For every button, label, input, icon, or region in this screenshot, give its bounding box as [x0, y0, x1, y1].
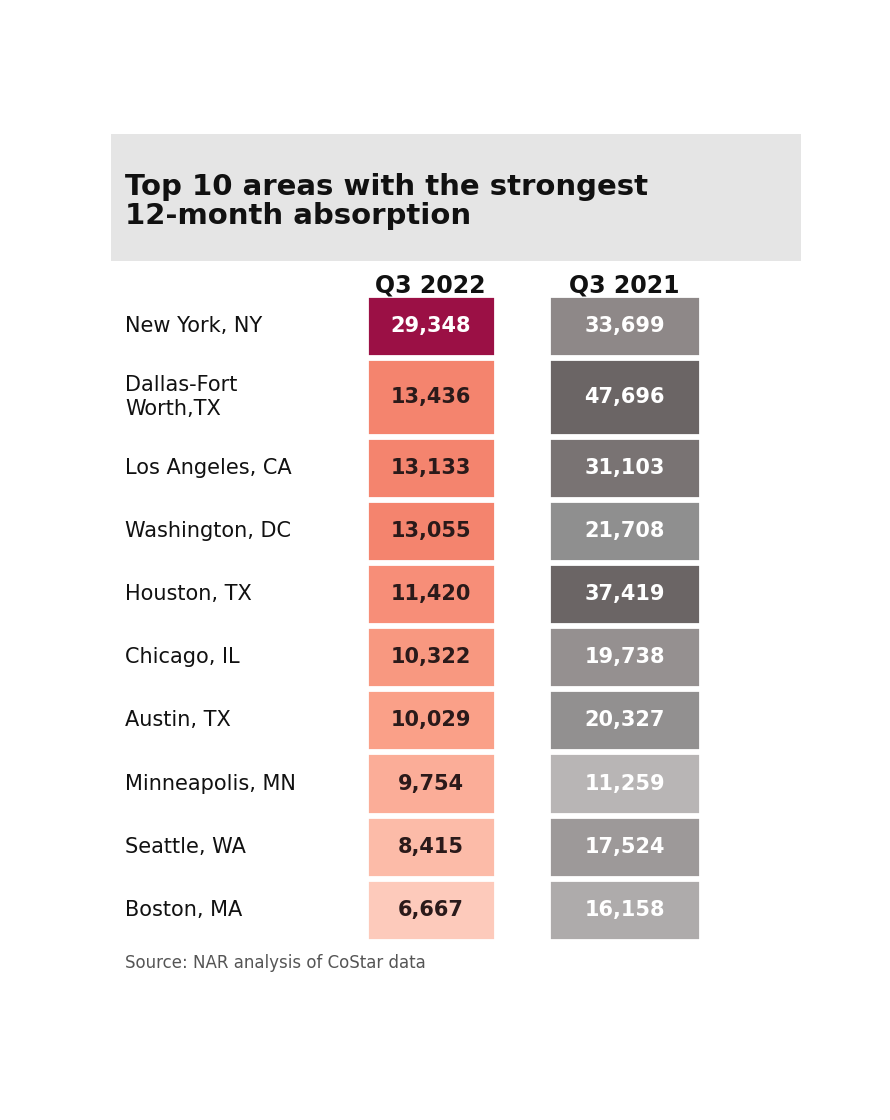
Text: 13,436: 13,436: [391, 388, 471, 407]
Text: 10,322: 10,322: [391, 647, 471, 668]
FancyBboxPatch shape: [367, 754, 495, 813]
FancyBboxPatch shape: [367, 360, 495, 435]
Text: Houston, TX: Houston, TX: [125, 585, 252, 604]
Text: 33,699: 33,699: [585, 316, 665, 336]
FancyBboxPatch shape: [549, 627, 700, 688]
FancyBboxPatch shape: [367, 880, 495, 940]
Text: Seattle, WA: Seattle, WA: [125, 837, 246, 857]
Text: 11,420: 11,420: [391, 585, 471, 604]
Text: 8,415: 8,415: [398, 837, 464, 857]
Text: 12-month absorption: 12-month absorption: [125, 203, 472, 231]
FancyBboxPatch shape: [111, 134, 801, 261]
FancyBboxPatch shape: [367, 438, 495, 497]
Text: Chicago, IL: Chicago, IL: [125, 647, 239, 668]
Text: 47,696: 47,696: [585, 388, 665, 407]
FancyBboxPatch shape: [549, 816, 700, 877]
FancyBboxPatch shape: [367, 816, 495, 877]
Text: 37,419: 37,419: [585, 585, 665, 604]
Text: Washington, DC: Washington, DC: [125, 521, 291, 541]
FancyBboxPatch shape: [549, 360, 700, 435]
FancyBboxPatch shape: [549, 438, 700, 497]
Text: 10,029: 10,029: [391, 710, 471, 730]
Text: 31,103: 31,103: [585, 458, 665, 478]
FancyBboxPatch shape: [549, 564, 700, 624]
FancyBboxPatch shape: [549, 690, 700, 750]
Text: 6,667: 6,667: [398, 899, 464, 920]
Text: Top 10 areas with the strongest: Top 10 areas with the strongest: [125, 172, 648, 200]
FancyBboxPatch shape: [549, 501, 700, 561]
Text: 9,754: 9,754: [398, 774, 464, 793]
Text: Q3 2022: Q3 2022: [376, 273, 486, 297]
Text: 21,708: 21,708: [585, 521, 665, 541]
FancyBboxPatch shape: [367, 690, 495, 750]
Text: Dallas-Fort
Worth,TX: Dallas-Fort Worth,TX: [125, 375, 238, 419]
Text: 16,158: 16,158: [585, 899, 665, 920]
Text: 17,524: 17,524: [585, 837, 665, 857]
Text: Austin, TX: Austin, TX: [125, 710, 231, 730]
Text: Source: NAR analysis of CoStar data: Source: NAR analysis of CoStar data: [125, 954, 426, 972]
Text: 19,738: 19,738: [585, 647, 665, 668]
FancyBboxPatch shape: [549, 296, 700, 356]
Text: New York, NY: New York, NY: [125, 316, 263, 336]
Text: Q3 2021: Q3 2021: [569, 273, 680, 297]
FancyBboxPatch shape: [367, 627, 495, 688]
FancyBboxPatch shape: [367, 564, 495, 624]
Text: Minneapolis, MN: Minneapolis, MN: [125, 774, 296, 793]
FancyBboxPatch shape: [549, 880, 700, 940]
FancyBboxPatch shape: [367, 501, 495, 561]
FancyBboxPatch shape: [549, 754, 700, 813]
Text: Los Angeles, CA: Los Angeles, CA: [125, 458, 292, 478]
Text: 20,327: 20,327: [585, 710, 665, 730]
Text: 13,133: 13,133: [391, 458, 471, 478]
FancyBboxPatch shape: [367, 296, 495, 356]
Text: 11,259: 11,259: [585, 774, 665, 793]
Text: 13,055: 13,055: [391, 521, 471, 541]
Text: 29,348: 29,348: [391, 316, 471, 336]
Text: Boston, MA: Boston, MA: [125, 899, 242, 920]
